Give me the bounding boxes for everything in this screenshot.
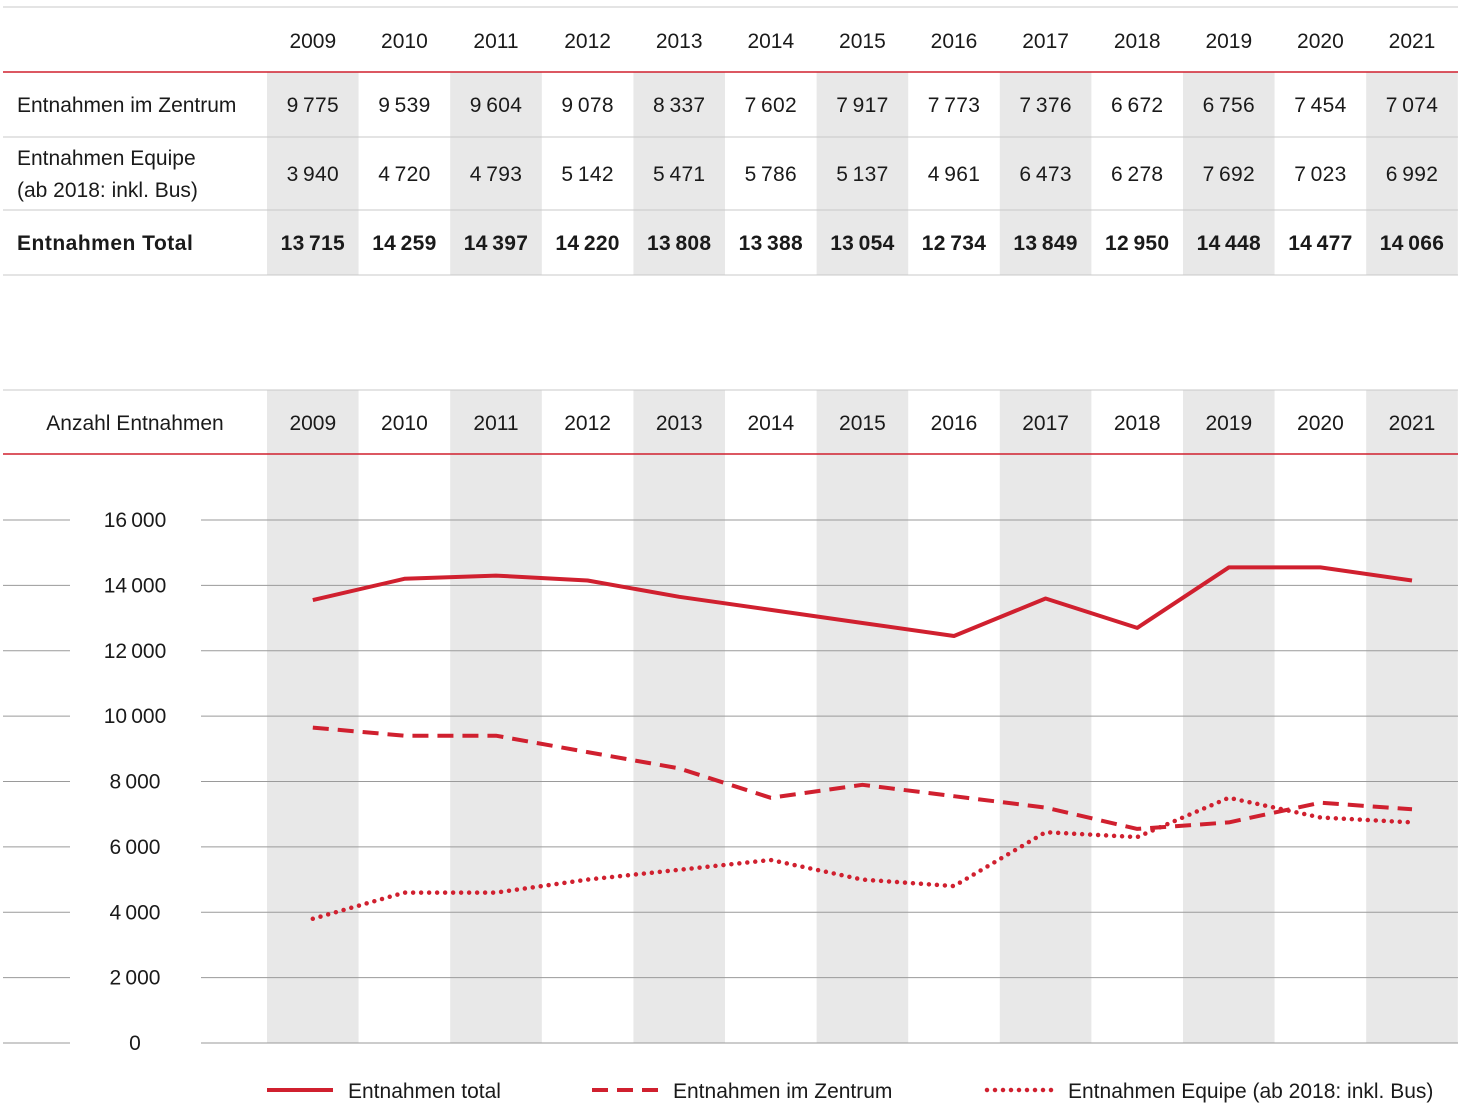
table-cell: 8 337 bbox=[653, 94, 705, 117]
column-stripe bbox=[1366, 72, 1458, 275]
table-cell: 7 773 bbox=[928, 94, 980, 117]
y-tick-label: 16 000 bbox=[104, 509, 167, 532]
table-cell: 6 756 bbox=[1203, 94, 1255, 117]
y-tick-label: 10 000 bbox=[104, 705, 167, 728]
table-row-label: Entnahmen Total bbox=[17, 232, 193, 255]
table-cell: 7 376 bbox=[1019, 94, 1071, 117]
table-cell: 9 775 bbox=[287, 94, 339, 117]
column-stripe bbox=[1183, 72, 1275, 275]
x-tick-label: 2017 bbox=[1022, 412, 1069, 435]
series-line-dashed bbox=[312, 725, 1413, 831]
table-year-header: 2017 bbox=[1022, 30, 1069, 53]
y-tick-label: 8 000 bbox=[110, 771, 161, 794]
x-tick-label: 2014 bbox=[747, 412, 794, 435]
series-line-solid bbox=[312, 565, 1413, 638]
x-tick-label: 2021 bbox=[1389, 412, 1436, 435]
y-tick-label: 14 000 bbox=[104, 574, 167, 597]
y-tick-label: 12 000 bbox=[104, 640, 167, 663]
y-tick-label: 6 000 bbox=[110, 836, 161, 859]
x-tick-label: 2020 bbox=[1297, 412, 1344, 435]
table-year-header: 2021 bbox=[1389, 30, 1436, 53]
table-cell: 4 720 bbox=[378, 163, 430, 186]
x-tick-label: 2018 bbox=[1114, 412, 1161, 435]
chart-year-header: Anzahl Entnahmen 2009 2010 2011 2012 2013 2014… bbox=[3, 389, 1458, 455]
x-tick-label: 2009 bbox=[289, 412, 336, 435]
table-cell: 7 074 bbox=[1386, 94, 1438, 117]
table-cell: 13 715 bbox=[281, 232, 345, 255]
table-row-label: Entnahmen Equipe bbox=[17, 147, 196, 170]
table-cell: 14 220 bbox=[555, 232, 619, 255]
x-tick-label: 2016 bbox=[931, 412, 978, 435]
table-cell: 13 849 bbox=[1013, 232, 1077, 255]
table-cell: 13 388 bbox=[739, 232, 803, 255]
table-year-header: 2014 bbox=[747, 30, 794, 53]
table-cell: 7 692 bbox=[1203, 163, 1255, 186]
legend-label: Entnahmen total bbox=[348, 1080, 501, 1103]
column-stripe bbox=[816, 72, 909, 275]
legend-label: Entnahmen im Zentrum bbox=[673, 1080, 892, 1103]
table-cell: 5 471 bbox=[653, 163, 705, 186]
table-year-header: 2018 bbox=[1114, 30, 1161, 53]
chart-legend: Entnahmen total Entnahmen im Zentrum Entna… bbox=[267, 1080, 1433, 1103]
chart-header-label: Anzahl Entnahmen bbox=[46, 412, 223, 435]
table-year-header: 2012 bbox=[564, 30, 611, 53]
x-tick-label: 2011 bbox=[473, 412, 518, 435]
table-cell: 14 477 bbox=[1288, 232, 1352, 255]
legend-label: Entnahmen Equipe (ab 2018: inkl. Bus) bbox=[1068, 1080, 1433, 1103]
table-year-header: 2019 bbox=[1205, 30, 1252, 53]
table-cell: 14 448 bbox=[1197, 232, 1261, 255]
table-cell: 6 992 bbox=[1386, 163, 1438, 186]
x-tick-label: 2010 bbox=[381, 412, 428, 435]
table-cell: 4 793 bbox=[470, 163, 522, 186]
x-tick-label: 2019 bbox=[1205, 412, 1252, 435]
table-cell: 9 604 bbox=[470, 94, 522, 117]
x-tick-label: 2013 bbox=[656, 412, 703, 435]
table-year-header: 2011 bbox=[473, 30, 518, 53]
table-row-label: Entnahmen im Zentrum bbox=[17, 94, 236, 117]
table-cell: 6 672 bbox=[1111, 94, 1163, 117]
table-year-header: 2009 bbox=[289, 30, 336, 53]
table-cell: 13 054 bbox=[830, 232, 894, 255]
table-cell: 5 142 bbox=[561, 163, 613, 186]
table-cell: 7 917 bbox=[836, 94, 888, 117]
table-cell: 6 278 bbox=[1111, 163, 1163, 186]
table-cell: 9 539 bbox=[378, 94, 430, 117]
table-cell: 14 066 bbox=[1380, 232, 1444, 255]
x-tick-label: 2015 bbox=[839, 412, 886, 435]
table-cell: 6 473 bbox=[1019, 163, 1071, 186]
table-cell: 9 078 bbox=[561, 94, 613, 117]
table-cell: 7 602 bbox=[745, 94, 797, 117]
table-cell: 12 734 bbox=[922, 232, 986, 255]
table-cell: 4 961 bbox=[928, 163, 980, 186]
table-cell: 14 259 bbox=[372, 232, 436, 255]
table-cell: 5 786 bbox=[745, 163, 797, 186]
column-stripe bbox=[633, 72, 725, 275]
table-year-header: 2010 bbox=[381, 30, 428, 53]
table-year-header: 2013 bbox=[656, 30, 703, 53]
y-tick-label: 4 000 bbox=[110, 901, 161, 924]
column-stripes bbox=[267, 72, 1458, 1043]
column-stripe bbox=[267, 72, 359, 275]
y-gridlines: 0 2 000 4 000 6 000 8 000 10 000 12 000 14 000 1… bbox=[3, 509, 1458, 1055]
table-row-label: (ab 2018: inkl. Bus) bbox=[17, 179, 198, 202]
table-cell: 12 950 bbox=[1105, 232, 1169, 255]
table-cell: 13 808 bbox=[647, 232, 711, 255]
series-lines bbox=[310, 565, 1415, 922]
column-stripe bbox=[999, 72, 1092, 275]
table-cell: 3 940 bbox=[287, 163, 339, 186]
y-tick-label: 2 000 bbox=[110, 967, 161, 990]
table-year-header: 2015 bbox=[839, 30, 886, 53]
table-cell: 7 023 bbox=[1294, 163, 1346, 186]
x-tick-label: 2012 bbox=[564, 412, 611, 435]
table-year-header: 2016 bbox=[931, 30, 978, 53]
y-tick-label: 0 bbox=[129, 1032, 141, 1055]
table-cell: 14 397 bbox=[464, 232, 528, 255]
column-stripe bbox=[450, 72, 542, 275]
data-table: 2009 2010 2011 2012 2013 2014 2015 2016 2017 2018… bbox=[3, 6, 1458, 276]
table-year-header: 2020 bbox=[1297, 30, 1344, 53]
table-cell: 7 454 bbox=[1294, 94, 1346, 117]
table-cell: 5 137 bbox=[836, 163, 888, 186]
